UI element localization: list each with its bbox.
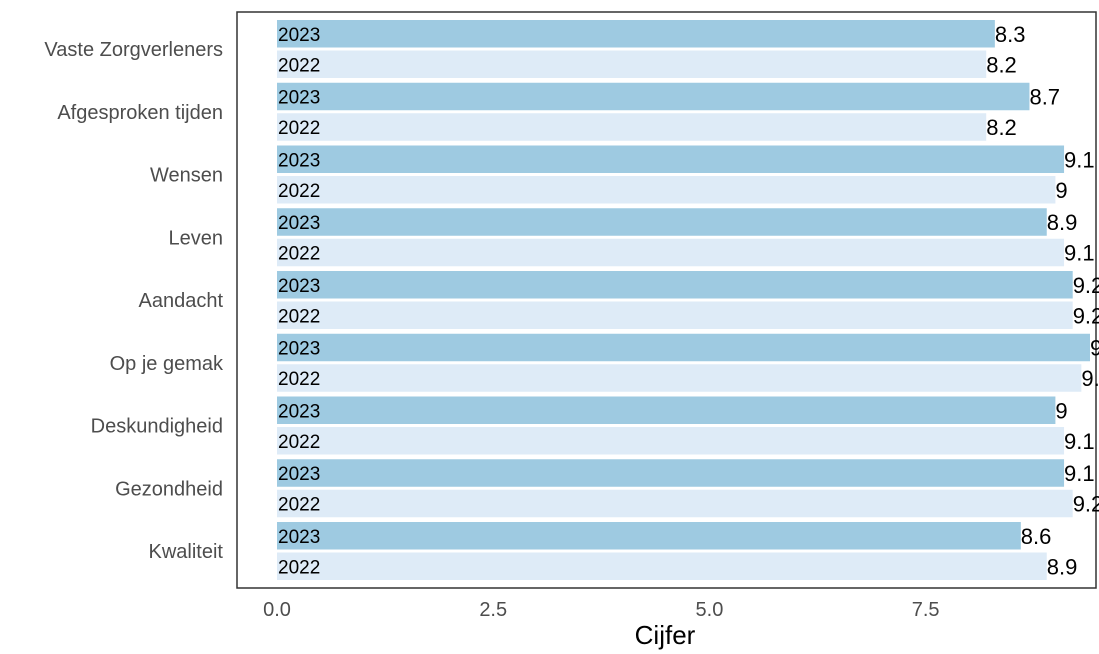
bar-series-label: 2023 [278, 213, 320, 234]
bar-2023-9 [277, 522, 1021, 550]
bar-2022-1 [277, 50, 987, 78]
category-label: Gezondheid [115, 478, 223, 500]
bar-2023-7 [277, 396, 1056, 424]
bar-value-label: 8.9 [1047, 554, 1078, 579]
bar-value-label: 9 [1055, 398, 1067, 423]
category-label: Afgesproken tijden [57, 102, 223, 124]
bar-2023-8 [277, 459, 1065, 487]
bar-2022-5 [277, 301, 1073, 329]
bar-series-label: 2023 [278, 150, 320, 171]
bar-2023-3 [277, 145, 1065, 173]
bar-2023-5 [277, 271, 1073, 299]
bar-2022-3 [277, 176, 1056, 204]
bar-value-label: 8.7 [1029, 85, 1060, 110]
x-tick-label: 0.0 [263, 599, 291, 621]
category-label: Deskundigheid [91, 416, 223, 438]
bar-2022-4 [277, 238, 1065, 267]
x-axis-title: Cijfer [635, 620, 696, 650]
bar-series-label: 2023 [278, 88, 320, 109]
bar-2022-8 [277, 489, 1073, 518]
bar-value-label: 9.1 [1064, 461, 1095, 486]
bar-series-label: 2023 [278, 25, 320, 46]
bar-series-label: 2023 [278, 401, 320, 422]
bar-value-label: 9.2 [1073, 492, 1099, 517]
bar-value-label: 9.1 [1064, 429, 1095, 454]
bar-2023-4 [277, 208, 1047, 236]
x-tick-label: 7.5 [912, 599, 940, 621]
bar-2022-7 [277, 427, 1065, 455]
bar-series-label: 2022 [278, 306, 320, 327]
category-label: Aandacht [138, 290, 223, 312]
bar-2022-6 [277, 364, 1082, 392]
category-label: Op je gemak [110, 353, 224, 375]
bar-series-label: 2022 [278, 181, 320, 202]
bar-series-label: 2022 [278, 369, 320, 390]
bar-value-label: 8.2 [986, 115, 1017, 140]
bars-group: 2023 8.3 2022 8.2 2023 8.7 2022 8.2 2023 9.1 2022 9… [277, 20, 1099, 580]
bar-value-label: 9.1 [1064, 241, 1095, 266]
bar-series-label: 2022 [278, 118, 320, 139]
bar-2022-2 [277, 113, 987, 141]
x-tick-label: 2.5 [479, 599, 507, 621]
bar-value-label: 9.2 [1073, 273, 1099, 298]
bar-2022-9 [277, 552, 1047, 580]
bar-value-label: 9.1 [1064, 147, 1095, 172]
category-label: Leven [169, 227, 224, 249]
x-axis: 0.0 2.5 5.0 7.5 [263, 599, 939, 621]
category-label: Vaste Zorgverleners [44, 39, 223, 61]
bar-series-label: 2022 [278, 432, 320, 453]
bar-series-label: 2022 [278, 244, 320, 265]
bar-series-label: 2022 [278, 495, 320, 516]
bar-series-label: 2022 [278, 557, 320, 578]
bar-2023-2 [277, 82, 1030, 111]
bar-value-label: 8.6 [1021, 524, 1052, 549]
bar-2023-1 [277, 20, 995, 48]
y-axis: Vaste Zorgverleners Afgesproken tijden Wen… [44, 39, 224, 563]
bar-series-label: 2023 [278, 339, 320, 360]
bar-value-label: 8.9 [1047, 210, 1078, 235]
bar-2023-6 [277, 333, 1090, 362]
bar-series-label: 2023 [278, 276, 320, 297]
bar-value-label: 9.2 [1073, 303, 1099, 328]
bar-series-label: 2023 [278, 527, 320, 548]
bar-series-label: 2023 [278, 464, 320, 485]
bar-value-label: 9.3 [1081, 366, 1099, 391]
bar-value-label: 9.4 [1090, 336, 1099, 361]
category-label: Wensen [150, 165, 223, 187]
bar-value-label: 8.3 [995, 22, 1026, 47]
bar-value-label: 8.2 [986, 52, 1017, 77]
panel-border [236, 11, 1097, 589]
bar-series-label: 2022 [278, 55, 320, 76]
bar-value-label: 9 [1055, 178, 1067, 203]
x-tick-label: 5.0 [696, 599, 724, 621]
category-label: Kwaliteit [149, 541, 224, 563]
